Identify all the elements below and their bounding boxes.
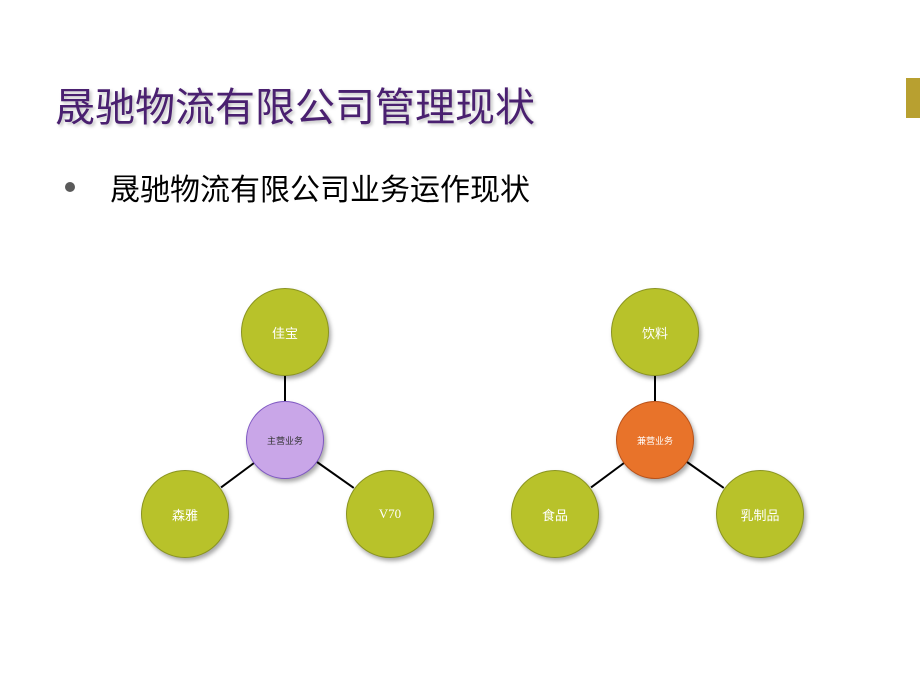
center-node-right: 兼营业务	[616, 401, 694, 479]
bullet-text: 晟驰物流有限公司业务运作现状	[110, 165, 530, 209]
satellite-node: 乳制品	[716, 470, 804, 558]
edge	[686, 462, 724, 490]
cluster-right: 兼营业务 饮料食品 乳制品	[485, 280, 825, 600]
edge	[590, 462, 624, 488]
satellite-node: V70	[346, 470, 434, 558]
edge	[654, 376, 656, 401]
center-node-left: 主营业务	[246, 401, 324, 479]
cluster-left: 主营业务 佳宝森雅 V70	[115, 280, 455, 600]
slide-title: 晟驰物流有限公司管理现状	[55, 75, 535, 133]
accent-bar	[906, 78, 920, 118]
bullet-row: 晟驰物流有限公司业务运作现状	[65, 165, 530, 209]
edge	[284, 376, 286, 401]
edge	[316, 462, 354, 490]
bullet-icon	[65, 182, 75, 192]
satellite-node: 饮料	[611, 288, 699, 376]
satellite-node: 森雅	[141, 470, 229, 558]
edge	[220, 462, 254, 488]
diagram-container: 主营业务 佳宝森雅 V70 兼营业务 饮料食品 乳制品	[0, 280, 920, 640]
satellite-node: 食品	[511, 470, 599, 558]
satellite-node: 佳宝	[241, 288, 329, 376]
